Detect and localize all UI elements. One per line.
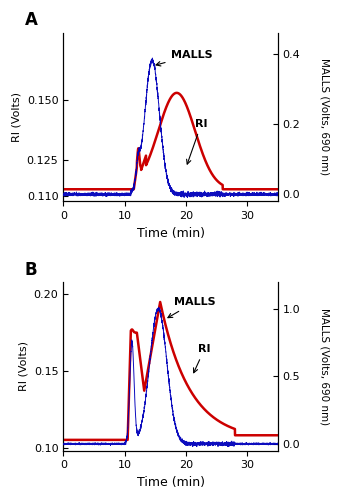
Text: RI: RI	[194, 344, 211, 372]
Text: MALLS: MALLS	[156, 50, 212, 66]
Y-axis label: MALLS (Volts, 690 nm): MALLS (Volts, 690 nm)	[320, 58, 330, 176]
Text: RI: RI	[187, 119, 208, 164]
Text: B: B	[25, 260, 37, 278]
X-axis label: Time (min): Time (min)	[136, 476, 205, 489]
Y-axis label: RI (Volts): RI (Volts)	[11, 92, 21, 142]
X-axis label: Time (min): Time (min)	[136, 226, 205, 239]
Y-axis label: RI (Volts): RI (Volts)	[18, 342, 28, 392]
Y-axis label: MALLS (Volts, 690 nm): MALLS (Volts, 690 nm)	[320, 308, 330, 425]
Text: MALLS: MALLS	[168, 297, 215, 318]
Text: A: A	[25, 11, 38, 29]
